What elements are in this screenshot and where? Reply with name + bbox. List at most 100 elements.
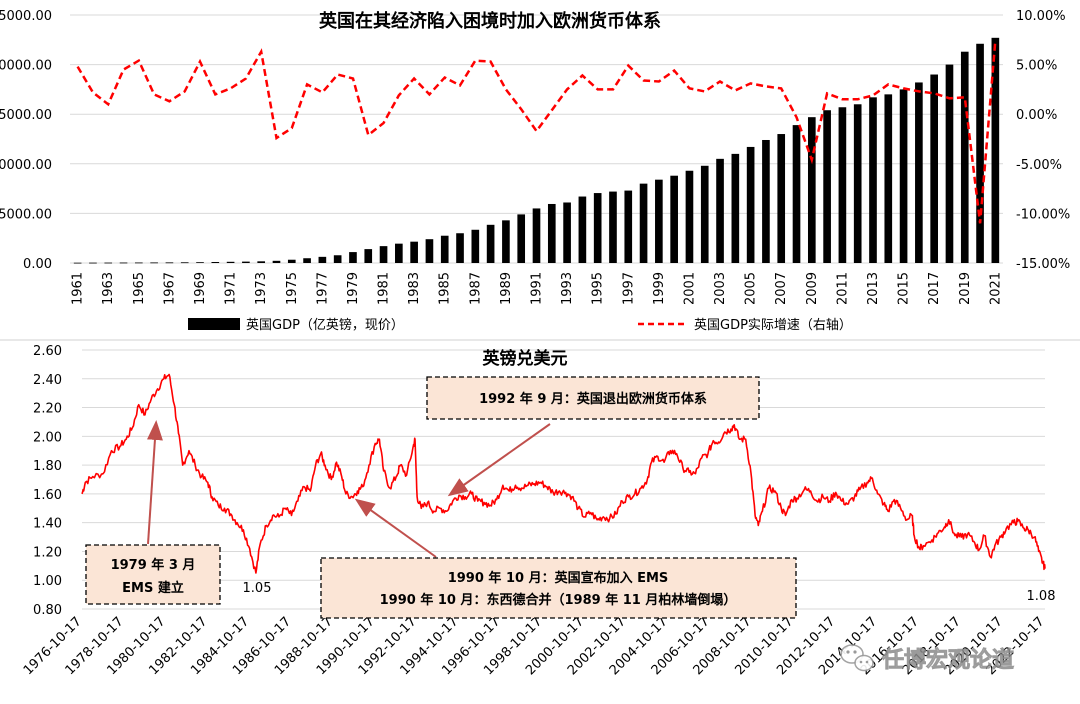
gdp-bar	[89, 262, 97, 264]
gdp-bar	[716, 158, 724, 263]
annotation-join: 1990 年 10 月：英国宣布加入 EMS 1990 年 10 月：东西德合并…	[320, 557, 797, 619]
gdp-bar	[318, 256, 327, 263]
gdp-bar	[869, 97, 877, 263]
top-x-tick-label: 1963	[101, 272, 116, 305]
annotation-join-line1: 1990 年 10 月：英国宣布加入 EMS	[448, 570, 669, 586]
gdp-bar	[578, 196, 587, 263]
gdp-bar	[547, 203, 556, 263]
gdp-growth-series	[76, 39, 997, 224]
gdp-bar	[502, 220, 510, 263]
legend-swatch-gdp	[188, 318, 240, 330]
right-tick-label: 5.00%	[1016, 59, 1057, 74]
gdp-bar	[395, 243, 403, 263]
gdp-bar	[410, 241, 418, 263]
gdp-bar	[853, 104, 862, 263]
top-x-tick-label: 2017	[927, 272, 942, 305]
bottom-y-tick-label: 2.00	[33, 430, 62, 445]
top-x-tick-label: 1991	[530, 272, 545, 305]
watermark: 任博宏观论道	[840, 644, 1014, 673]
top-x-tick-label: 1971	[224, 272, 239, 305]
right-tick-label: -10.00%	[1016, 207, 1070, 222]
top-x-tick-label: 1997	[621, 272, 636, 305]
legend-label-gdp: 英国GDP（亿英镑，现价）	[246, 317, 404, 333]
gdp-bar	[471, 229, 480, 263]
bottom-y-axis: 0.80 1.00 1.20 1.40 1.60 1.80 2.00 2.20 2.40 2.60	[33, 344, 62, 618]
top-x-tick-label: 1961	[71, 272, 86, 305]
left-tick-label: 25000.00	[0, 9, 52, 24]
gdp-bar	[624, 190, 633, 263]
gdp-bar	[379, 246, 388, 263]
top-x-tick-label: 1987	[468, 272, 483, 305]
gdp-bar	[609, 191, 617, 263]
watermark-text: 任博宏观论道	[881, 647, 1014, 673]
top-x-tick-label: 2007	[774, 272, 789, 305]
gdp-bar	[486, 224, 495, 263]
gdp-bar	[226, 261, 235, 263]
top-x-tick-label: 1965	[132, 272, 147, 305]
gdp-bar	[303, 258, 311, 263]
gdp-bar	[731, 153, 740, 263]
gdp-bar	[792, 125, 801, 263]
gdp-bar	[425, 239, 434, 263]
bottom-y-tick-label: 2.40	[33, 373, 62, 388]
left-tick-label: 15000.00	[0, 108, 52, 123]
bottom-chart-title: 英镑兑美元	[483, 348, 568, 369]
legend-label-growth: 英国GDP实际增速（右轴）	[694, 318, 852, 333]
gdp-bar	[762, 139, 770, 263]
gdp-bar	[135, 262, 143, 264]
top-chart-title: 英国在其经济陷入困境时加入欧洲货币体系	[318, 10, 661, 32]
top-x-tick-label: 2011	[835, 272, 850, 305]
gdp-bar	[899, 89, 908, 264]
gdp-bar	[287, 259, 296, 263]
top-x-tick-label: 2021	[988, 272, 1003, 305]
bottom-y-tick-label: 0.80	[33, 603, 62, 618]
top-x-axis: 1961 1963 1965 1967 1969 1971 1973 1975 1977 1979…	[71, 272, 1004, 305]
left-tick-label: 20000.00	[0, 59, 52, 74]
top-x-tick-label: 1995	[591, 272, 606, 305]
gdp-bar	[670, 175, 678, 263]
gdp-bar	[456, 233, 464, 263]
top-x-tick-label: 2009	[805, 272, 820, 305]
left-tick-label: 10000.00	[0, 158, 52, 173]
top-x-tick-label: 2015	[897, 272, 912, 305]
top-x-tick-label: 2001	[682, 272, 697, 305]
top-x-tick-label: 1969	[193, 272, 208, 305]
gdp-bars	[73, 37, 1000, 264]
gdp-bar	[700, 165, 709, 263]
gdp-bar	[838, 107, 847, 263]
right-tick-label: 0.00%	[1016, 108, 1057, 123]
top-x-tick-label: 2019	[958, 272, 973, 305]
arrow-exit	[447, 423, 551, 497]
gdp-bar	[440, 235, 449, 263]
top-legend: 英国GDP（亿英镑，现价） 英国GDP实际增速（右轴）	[188, 317, 852, 333]
gdp-bar	[593, 193, 602, 263]
left-tick-label: 0.00	[23, 257, 52, 272]
annotation-ems: 1979 年 3 月 EMS 建立	[85, 544, 221, 605]
top-x-tick-label: 1975	[285, 272, 300, 305]
gdp-bar	[976, 43, 984, 263]
top-x-tick-label: 1967	[162, 272, 177, 305]
gdp-bar	[991, 37, 1000, 263]
gdp-bar	[517, 214, 526, 263]
gdp-bar	[150, 262, 158, 264]
top-x-tick-label: 1979	[346, 272, 361, 305]
top-x-tick-label: 1981	[377, 272, 392, 305]
gdp-growth-line	[76, 39, 997, 224]
gdp-bar	[104, 262, 113, 264]
gdp-bar	[655, 179, 663, 263]
gdp-bar	[272, 260, 281, 263]
gdp-bar	[823, 110, 831, 264]
gdp-bar	[349, 252, 357, 263]
wechat-icon	[840, 644, 874, 672]
gdp-bar	[685, 170, 694, 263]
gdp-bar	[196, 262, 204, 264]
annotation-exit-line1: 1992 年 9 月：英国退出欧洲货币体系	[479, 391, 707, 407]
right-tick-label: -15.00%	[1016, 257, 1070, 272]
low-label-1985: 1.05	[243, 581, 272, 596]
bottom-y-tick-label: 1.40	[33, 517, 62, 532]
bottom-y-tick-label: 2.20	[33, 402, 62, 417]
gbpusd-line	[81, 373, 1046, 574]
bottom-y-tick-label: 2.60	[33, 344, 62, 359]
right-tick-label: 10.00%	[1016, 9, 1066, 24]
